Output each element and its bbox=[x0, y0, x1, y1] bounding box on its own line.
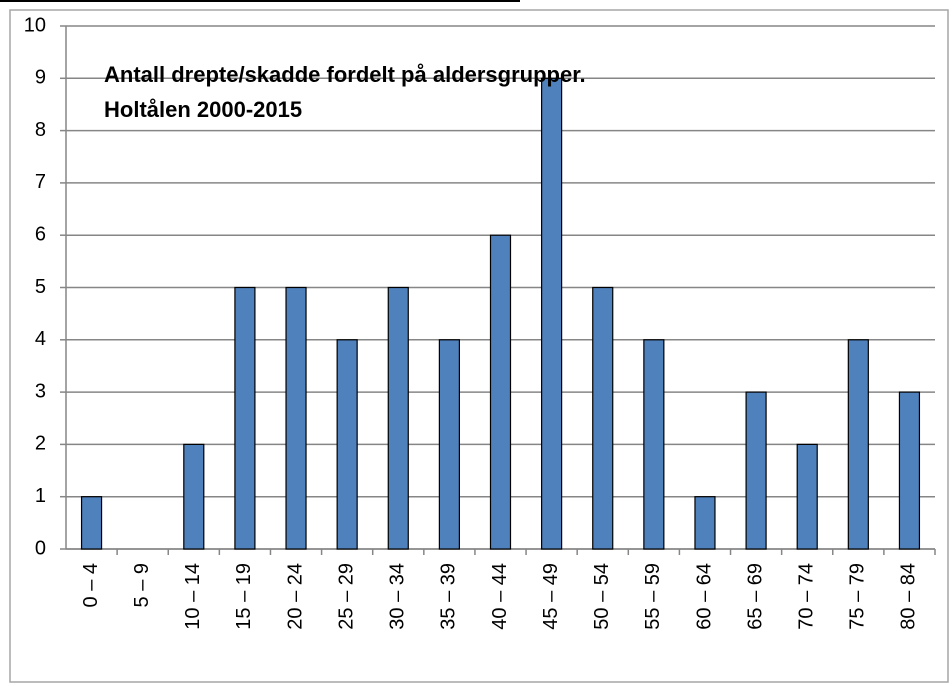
x-tick-label: 70 – 74 bbox=[795, 563, 817, 630]
bar bbox=[592, 286, 614, 550]
bar bbox=[898, 391, 921, 550]
y-tick-label: 8 bbox=[35, 119, 46, 141]
bar bbox=[796, 443, 818, 550]
x-tick-label: 45 – 49 bbox=[540, 563, 562, 630]
marks bbox=[80, 77, 921, 550]
bar bbox=[234, 286, 256, 550]
y-tick-label: 3 bbox=[35, 380, 46, 402]
y-tick-label: 4 bbox=[35, 328, 46, 350]
bar bbox=[541, 77, 563, 550]
bar bbox=[80, 496, 103, 550]
x-tick-label: 15 – 19 bbox=[233, 563, 255, 630]
x-tick-label: 25 – 29 bbox=[335, 563, 357, 630]
bar bbox=[387, 286, 409, 550]
chart-frame bbox=[9, 9, 949, 683]
x-tick-label: 50 – 54 bbox=[591, 563, 613, 630]
x-tick-label: 30 – 34 bbox=[387, 563, 409, 630]
y-tick-label: 1 bbox=[35, 485, 46, 507]
bar bbox=[438, 339, 460, 550]
y-tick-label: 10 bbox=[24, 14, 46, 36]
x-tick-label: 0 – 4 bbox=[80, 563, 102, 607]
x-tick-label: 65 – 69 bbox=[744, 563, 766, 630]
x-tick-label: 75 – 79 bbox=[847, 563, 869, 630]
x-tick-label: 80 – 84 bbox=[898, 563, 920, 630]
bar bbox=[336, 339, 358, 550]
bar bbox=[183, 443, 205, 550]
y-tick-label: 6 bbox=[35, 223, 46, 245]
bar bbox=[694, 496, 716, 550]
y-tick-label: 7 bbox=[35, 171, 46, 193]
y-tick-label: 2 bbox=[35, 433, 46, 455]
bar bbox=[643, 339, 665, 550]
chart-title: Holtålen 2000-2015 bbox=[104, 97, 302, 122]
x-tick-label: 55 – 59 bbox=[642, 563, 664, 630]
y-tick-label: 0 bbox=[35, 537, 46, 559]
x-tick-label: 10 – 14 bbox=[182, 563, 204, 630]
bar bbox=[847, 339, 869, 550]
chart-title: Antall drepte/skadde fordelt på aldersgr… bbox=[104, 62, 586, 87]
x-tick-label: 20 – 24 bbox=[284, 563, 306, 630]
bar bbox=[489, 234, 512, 550]
x-tick-label: 35 – 39 bbox=[438, 563, 460, 630]
x-tick-label: 60 – 64 bbox=[693, 563, 715, 630]
y-tick-label: 5 bbox=[35, 276, 46, 298]
y-tick-label: 9 bbox=[35, 67, 46, 89]
bar bbox=[745, 391, 767, 550]
x-tick-label: 5 – 9 bbox=[131, 563, 153, 607]
bar bbox=[285, 286, 307, 550]
x-tick-label: 40 – 44 bbox=[489, 563, 511, 630]
